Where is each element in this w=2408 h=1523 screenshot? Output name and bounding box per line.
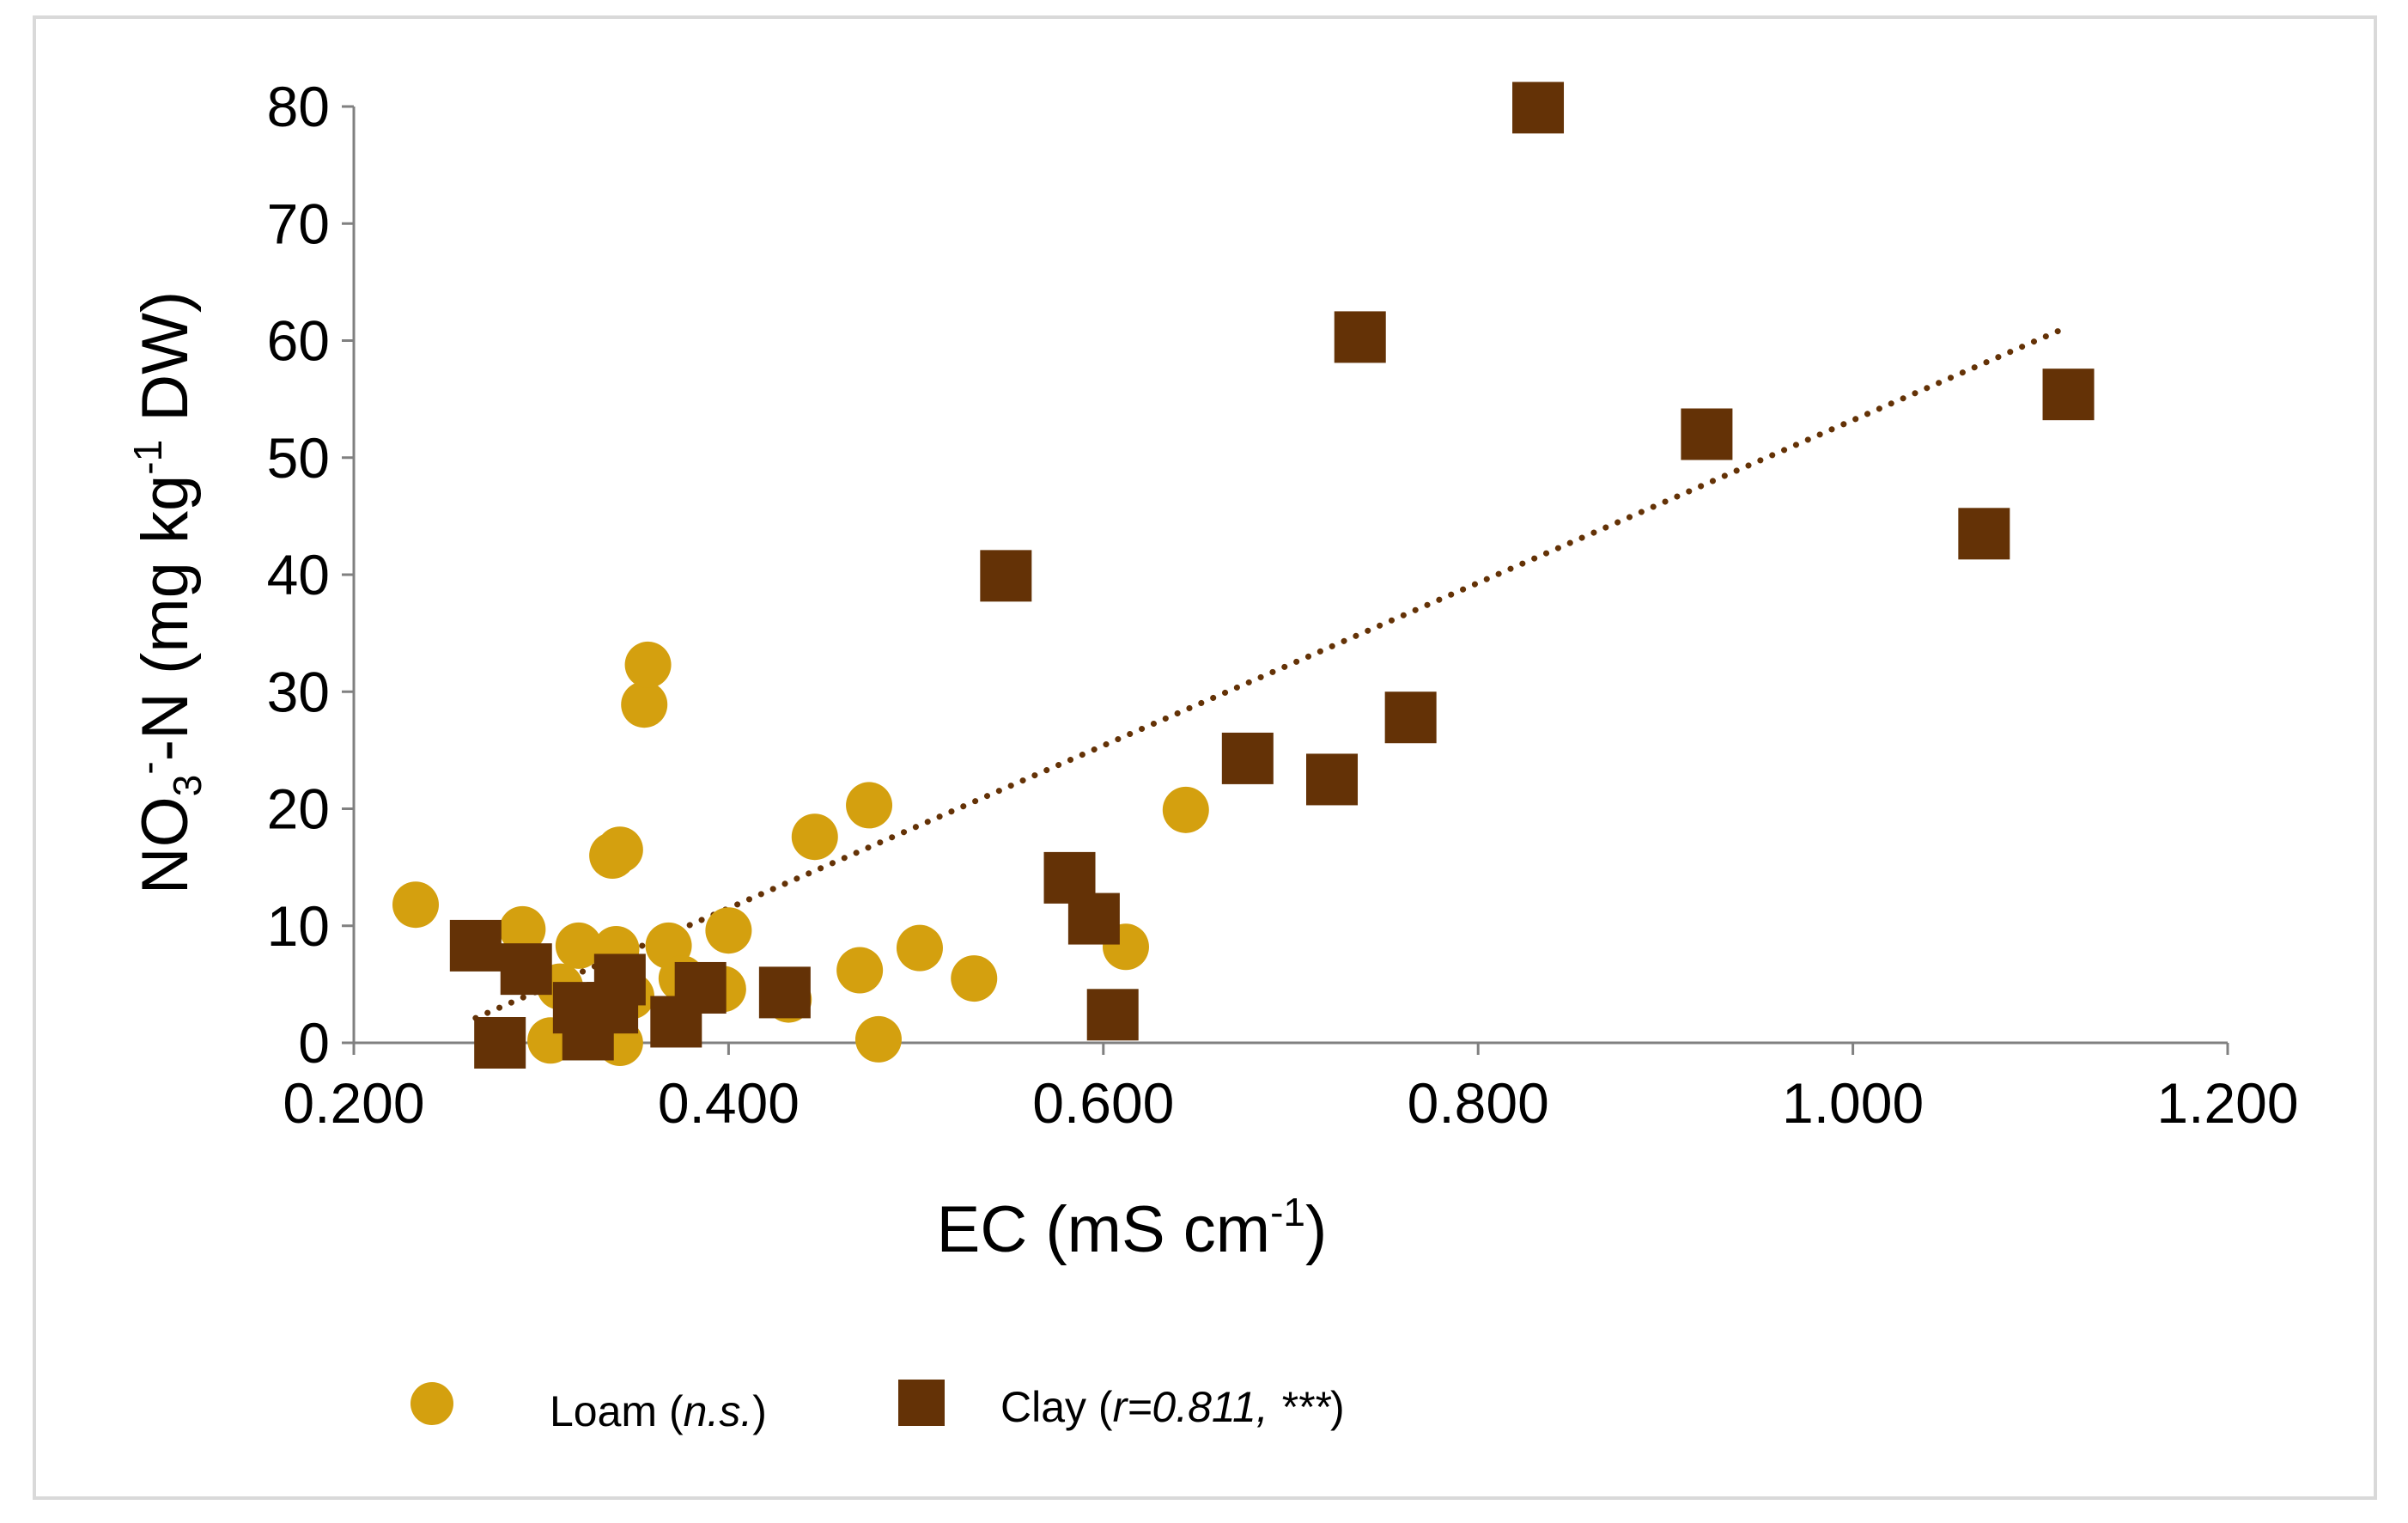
loam-point (621, 681, 668, 728)
data-points (392, 82, 2095, 1069)
clay-point (593, 953, 646, 1006)
y-axis-title: NO3--N (mg kg-1 DW) (125, 291, 210, 894)
clay-series (449, 82, 2095, 1069)
x-tick-label: 0.800 (1408, 1071, 1549, 1135)
legend-loam-marker (410, 1382, 453, 1425)
loam-point (846, 782, 893, 829)
loam-point (596, 826, 643, 874)
clay-point (1512, 82, 1565, 134)
x-tick-label: 0.200 (283, 1071, 424, 1135)
axes (352, 107, 2228, 1045)
x-ticks: 0.200 0.400 0.600 0.800 1.000 1.200 (283, 1043, 2299, 1135)
clay-point (674, 961, 727, 1014)
y-tick-label: 40 (267, 543, 330, 606)
clay-point (500, 943, 552, 996)
loam-point (392, 881, 440, 929)
x-axis-title: EC (mS cm-1) (937, 1190, 1328, 1266)
y-tick-label: 50 (267, 426, 330, 490)
loam-point (1162, 786, 1209, 833)
clay-point (1086, 989, 1139, 1041)
clay-point (1067, 892, 1120, 945)
loam-point (791, 813, 838, 861)
trendline-group (472, 323, 2072, 1021)
x-tick-label: 0.600 (1032, 1071, 1174, 1135)
clay-point (1306, 753, 1359, 806)
clay-point (1334, 311, 1386, 363)
clay-point (1221, 732, 1274, 784)
loam-point (555, 922, 602, 969)
clay-point (758, 966, 811, 1019)
y-tick-label: 20 (267, 777, 330, 841)
legend-clay-label: Clay (r=0.811, ***) (1000, 1383, 1345, 1431)
clay-point (980, 550, 1032, 602)
y-tick-label: 80 (267, 75, 330, 138)
y-tick-label: 70 (267, 192, 330, 255)
clay-trendline (472, 323, 2072, 1021)
clay-point (1384, 691, 1437, 744)
clay-point (2042, 369, 2095, 421)
legend-clay-marker (898, 1380, 945, 1426)
loam-point (705, 907, 752, 954)
chart-frame (33, 15, 2377, 1500)
loam-point (499, 905, 546, 953)
clay-point (1958, 508, 2010, 560)
x-tick-label: 0.400 (658, 1071, 800, 1135)
clay-point (474, 1017, 526, 1069)
loam-point (896, 924, 943, 972)
loam-point (836, 947, 884, 994)
clay-point (1681, 408, 1733, 460)
legend: Loam (n.s.) Clay (r=0.811, ***) (410, 1380, 1345, 1435)
y-tick-label: 10 (267, 894, 330, 958)
legend-loam-label: Loam (n.s.) (550, 1387, 767, 1435)
clay-point (449, 919, 502, 972)
loam-point (854, 1015, 902, 1063)
y-tick-label: 30 (267, 660, 330, 723)
y-tick-label: 0 (298, 1011, 330, 1075)
x-tick-label: 1.200 (2156, 1071, 2298, 1135)
y-ticks: 0 10 20 30 40 50 60 70 80 (267, 75, 354, 1075)
x-tick-label: 1.000 (1782, 1071, 1924, 1135)
loam-point (951, 955, 998, 1002)
y-tick-label: 60 (267, 309, 330, 373)
loam-point (624, 641, 672, 688)
